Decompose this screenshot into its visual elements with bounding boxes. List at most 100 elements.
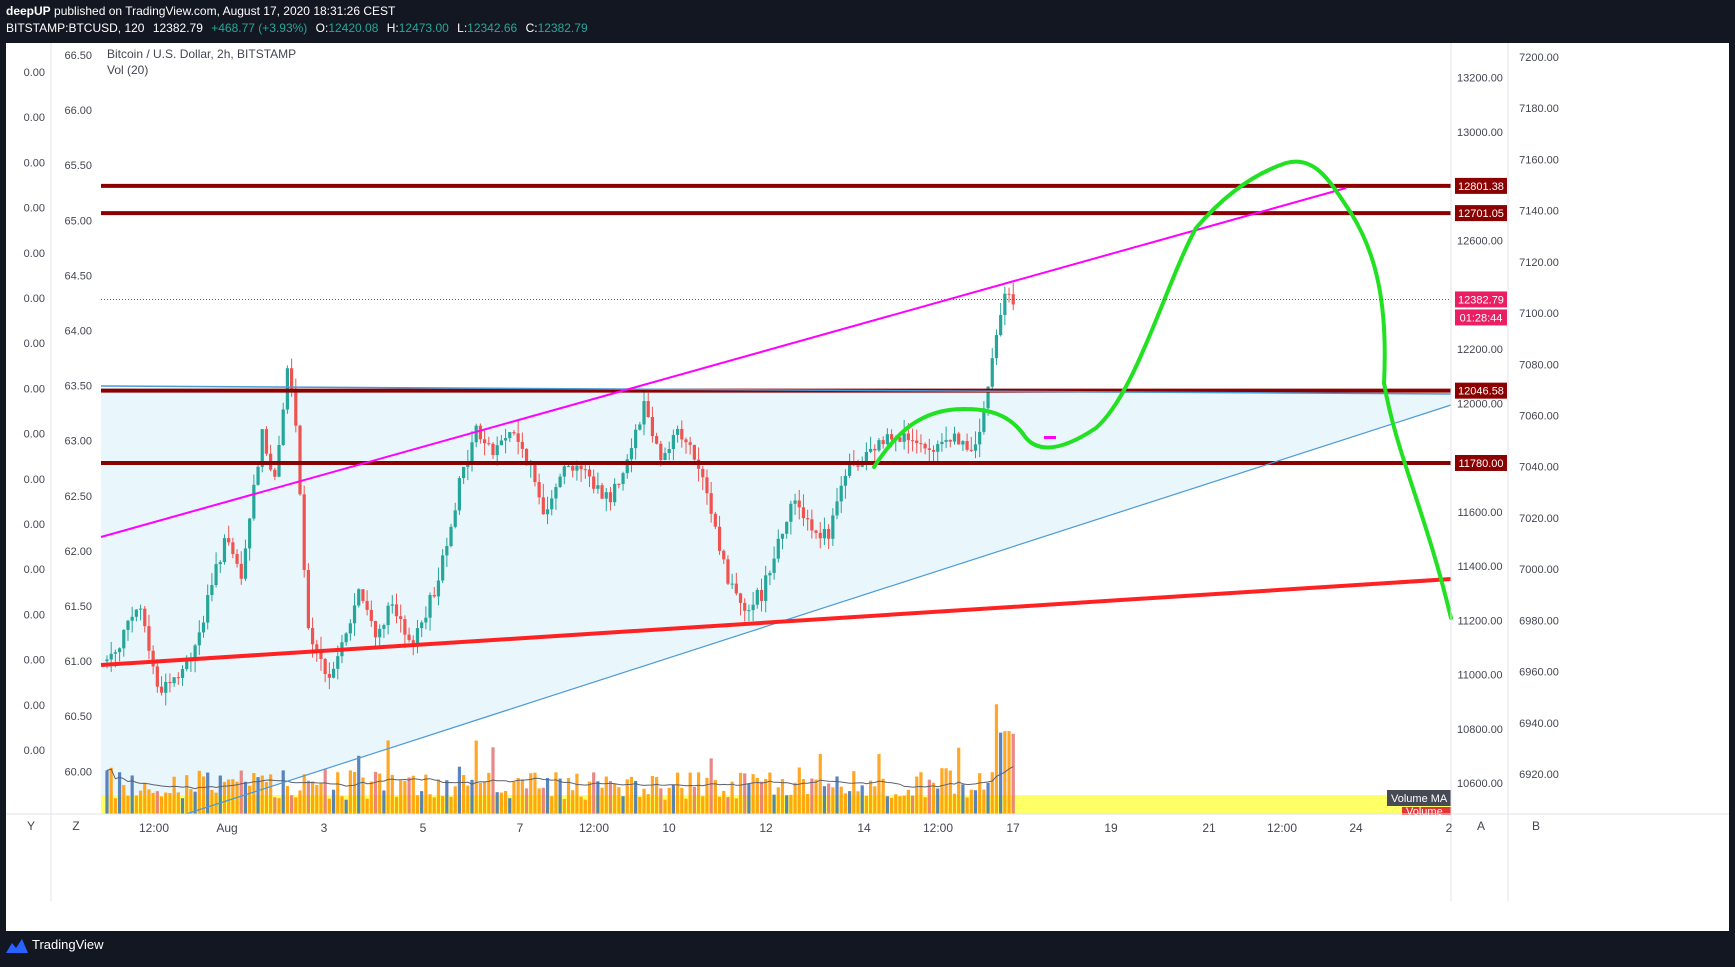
candle-body — [352, 605, 357, 624]
symbol-ohlc-line: BITSTAMP:BTCUSD, 120 12382.79 +468.77 (+… — [6, 21, 588, 37]
candle-body — [982, 408, 986, 432]
candle-body — [634, 429, 638, 449]
candle-body — [550, 498, 554, 510]
candle-body — [180, 669, 185, 678]
left-axis-zero-scale[interactable]: 0.00 0.00 0.00 0.00 0.00 0.00 0.00 0.00 0.00 0.00… — [24, 67, 45, 757]
volume-bar — [105, 770, 109, 814]
publisher-name[interactable]: deepUP — [6, 4, 51, 18]
candle-body — [621, 473, 625, 484]
candle-body — [155, 666, 159, 687]
volume-bar — [126, 795, 130, 814]
volume-bar — [827, 783, 831, 814]
right-axis-main-scale[interactable]: 13200.00 13000.00 12600.00 12200.00 12000.00… — [1457, 73, 1503, 790]
volume-bar — [860, 785, 864, 814]
candle-body — [399, 616, 403, 620]
axis-a-button[interactable]: A — [1477, 819, 1485, 833]
candle-body — [516, 433, 520, 442]
symbol-label[interactable]: BITSTAMP:BTCUSD, 120 — [6, 21, 145, 35]
volume-bar — [592, 772, 596, 814]
candle-body — [818, 532, 822, 539]
channel-bottom-line[interactable] — [185, 404, 1452, 815]
candle-body — [961, 441, 965, 445]
axis-y-button[interactable]: Y — [27, 819, 35, 833]
plot-area[interactable] — [100, 159, 1453, 815]
candle-body — [831, 515, 835, 539]
candle-body — [369, 609, 373, 621]
candle-body — [533, 463, 537, 483]
candle-body — [227, 538, 231, 543]
volume-bar — [936, 788, 940, 814]
candle-body — [541, 497, 545, 515]
volume-bar — [243, 781, 248, 814]
main-axis-tick-label: 11400.00 — [1457, 561, 1502, 573]
magenta-trend-line[interactable] — [100, 187, 1347, 538]
volume-bar — [734, 798, 738, 814]
volume-bar — [973, 790, 978, 814]
candle-body — [797, 500, 801, 508]
volume-bar — [730, 781, 734, 814]
candle-body — [659, 443, 663, 460]
volume-bar — [159, 796, 164, 814]
left-zero-tick-label: 0.00 — [24, 203, 45, 215]
volume-bar — [1011, 733, 1015, 814]
axis-b-button[interactable]: B — [1532, 819, 1540, 833]
volume-bar — [713, 780, 717, 814]
candle-body — [394, 604, 399, 617]
time-axis[interactable]: 12:00 Aug 3 5 7 12:00 10 12 14 12:00 17 19 21 12:00 24… — [139, 821, 1453, 835]
volume-bar — [684, 798, 688, 814]
time-axis-tick-label: 7 — [517, 821, 524, 835]
candle-body — [231, 542, 235, 555]
candle-body — [722, 550, 726, 560]
volume-bar — [516, 778, 520, 814]
channel-fill — [101, 388, 1451, 814]
candle-body — [692, 444, 696, 460]
volume-bar — [382, 790, 386, 814]
candle-body — [449, 526, 453, 547]
candle-body — [218, 562, 222, 565]
volume-bar — [499, 792, 503, 814]
candle-body — [524, 448, 529, 466]
candle-body — [344, 633, 348, 643]
candle-body — [441, 555, 445, 581]
volume-bar — [302, 774, 306, 814]
candle-body — [730, 583, 734, 585]
volume-bar — [210, 789, 214, 814]
channel-top-line[interactable] — [100, 385, 1452, 395]
footer-brand[interactable]: TradingView — [6, 937, 104, 961]
volume-bar — [180, 798, 185, 814]
volume-bar — [764, 778, 768, 814]
candle-body — [382, 625, 386, 629]
volume-bar — [403, 780, 407, 814]
volume-bar — [659, 788, 663, 814]
volume-bar — [978, 773, 982, 814]
candle-body — [239, 563, 243, 579]
chart-area[interactable]: 0.00 0.00 0.00 0.00 0.00 0.00 0.00 0.00 0.00 0.00… — [6, 43, 1729, 931]
volume-bar — [294, 797, 298, 814]
candle-body — [814, 530, 818, 533]
secondary-axis-tick-label: 7140.00 — [1519, 206, 1559, 218]
volume-bar — [596, 781, 600, 814]
candle-body — [520, 441, 524, 449]
candle-body — [126, 620, 130, 630]
volume-bar — [889, 797, 894, 814]
right-axis-secondary-scale[interactable]: 7200.00 7180.00 7160.00 7140.00 7120.00 7100.… — [1519, 52, 1559, 781]
candle-body — [575, 465, 579, 471]
candle-body — [915, 440, 919, 444]
candle-body — [906, 433, 910, 441]
candle-body — [579, 465, 583, 470]
volume-bar — [613, 783, 617, 814]
main-axis-tick-label: 12200.00 — [1457, 344, 1503, 356]
axis-z-button[interactable]: Z — [72, 819, 79, 833]
red-trend-line[interactable] — [100, 577, 1452, 667]
left-axis-price-scale[interactable]: 66.50 66.00 65.50 65.00 64.50 64.00 63.50 63.00… — [64, 50, 92, 778]
volume-bar — [650, 775, 655, 814]
candle-body — [453, 510, 457, 527]
candle-body — [478, 425, 483, 440]
candle-body — [378, 628, 382, 638]
projection-path[interactable] — [872, 159, 1453, 620]
volume-bar — [722, 790, 726, 814]
volume-bar — [399, 780, 403, 814]
volume-bar — [420, 791, 424, 814]
left-zero-tick-label: 0.00 — [24, 429, 45, 441]
candle-body — [327, 673, 331, 678]
